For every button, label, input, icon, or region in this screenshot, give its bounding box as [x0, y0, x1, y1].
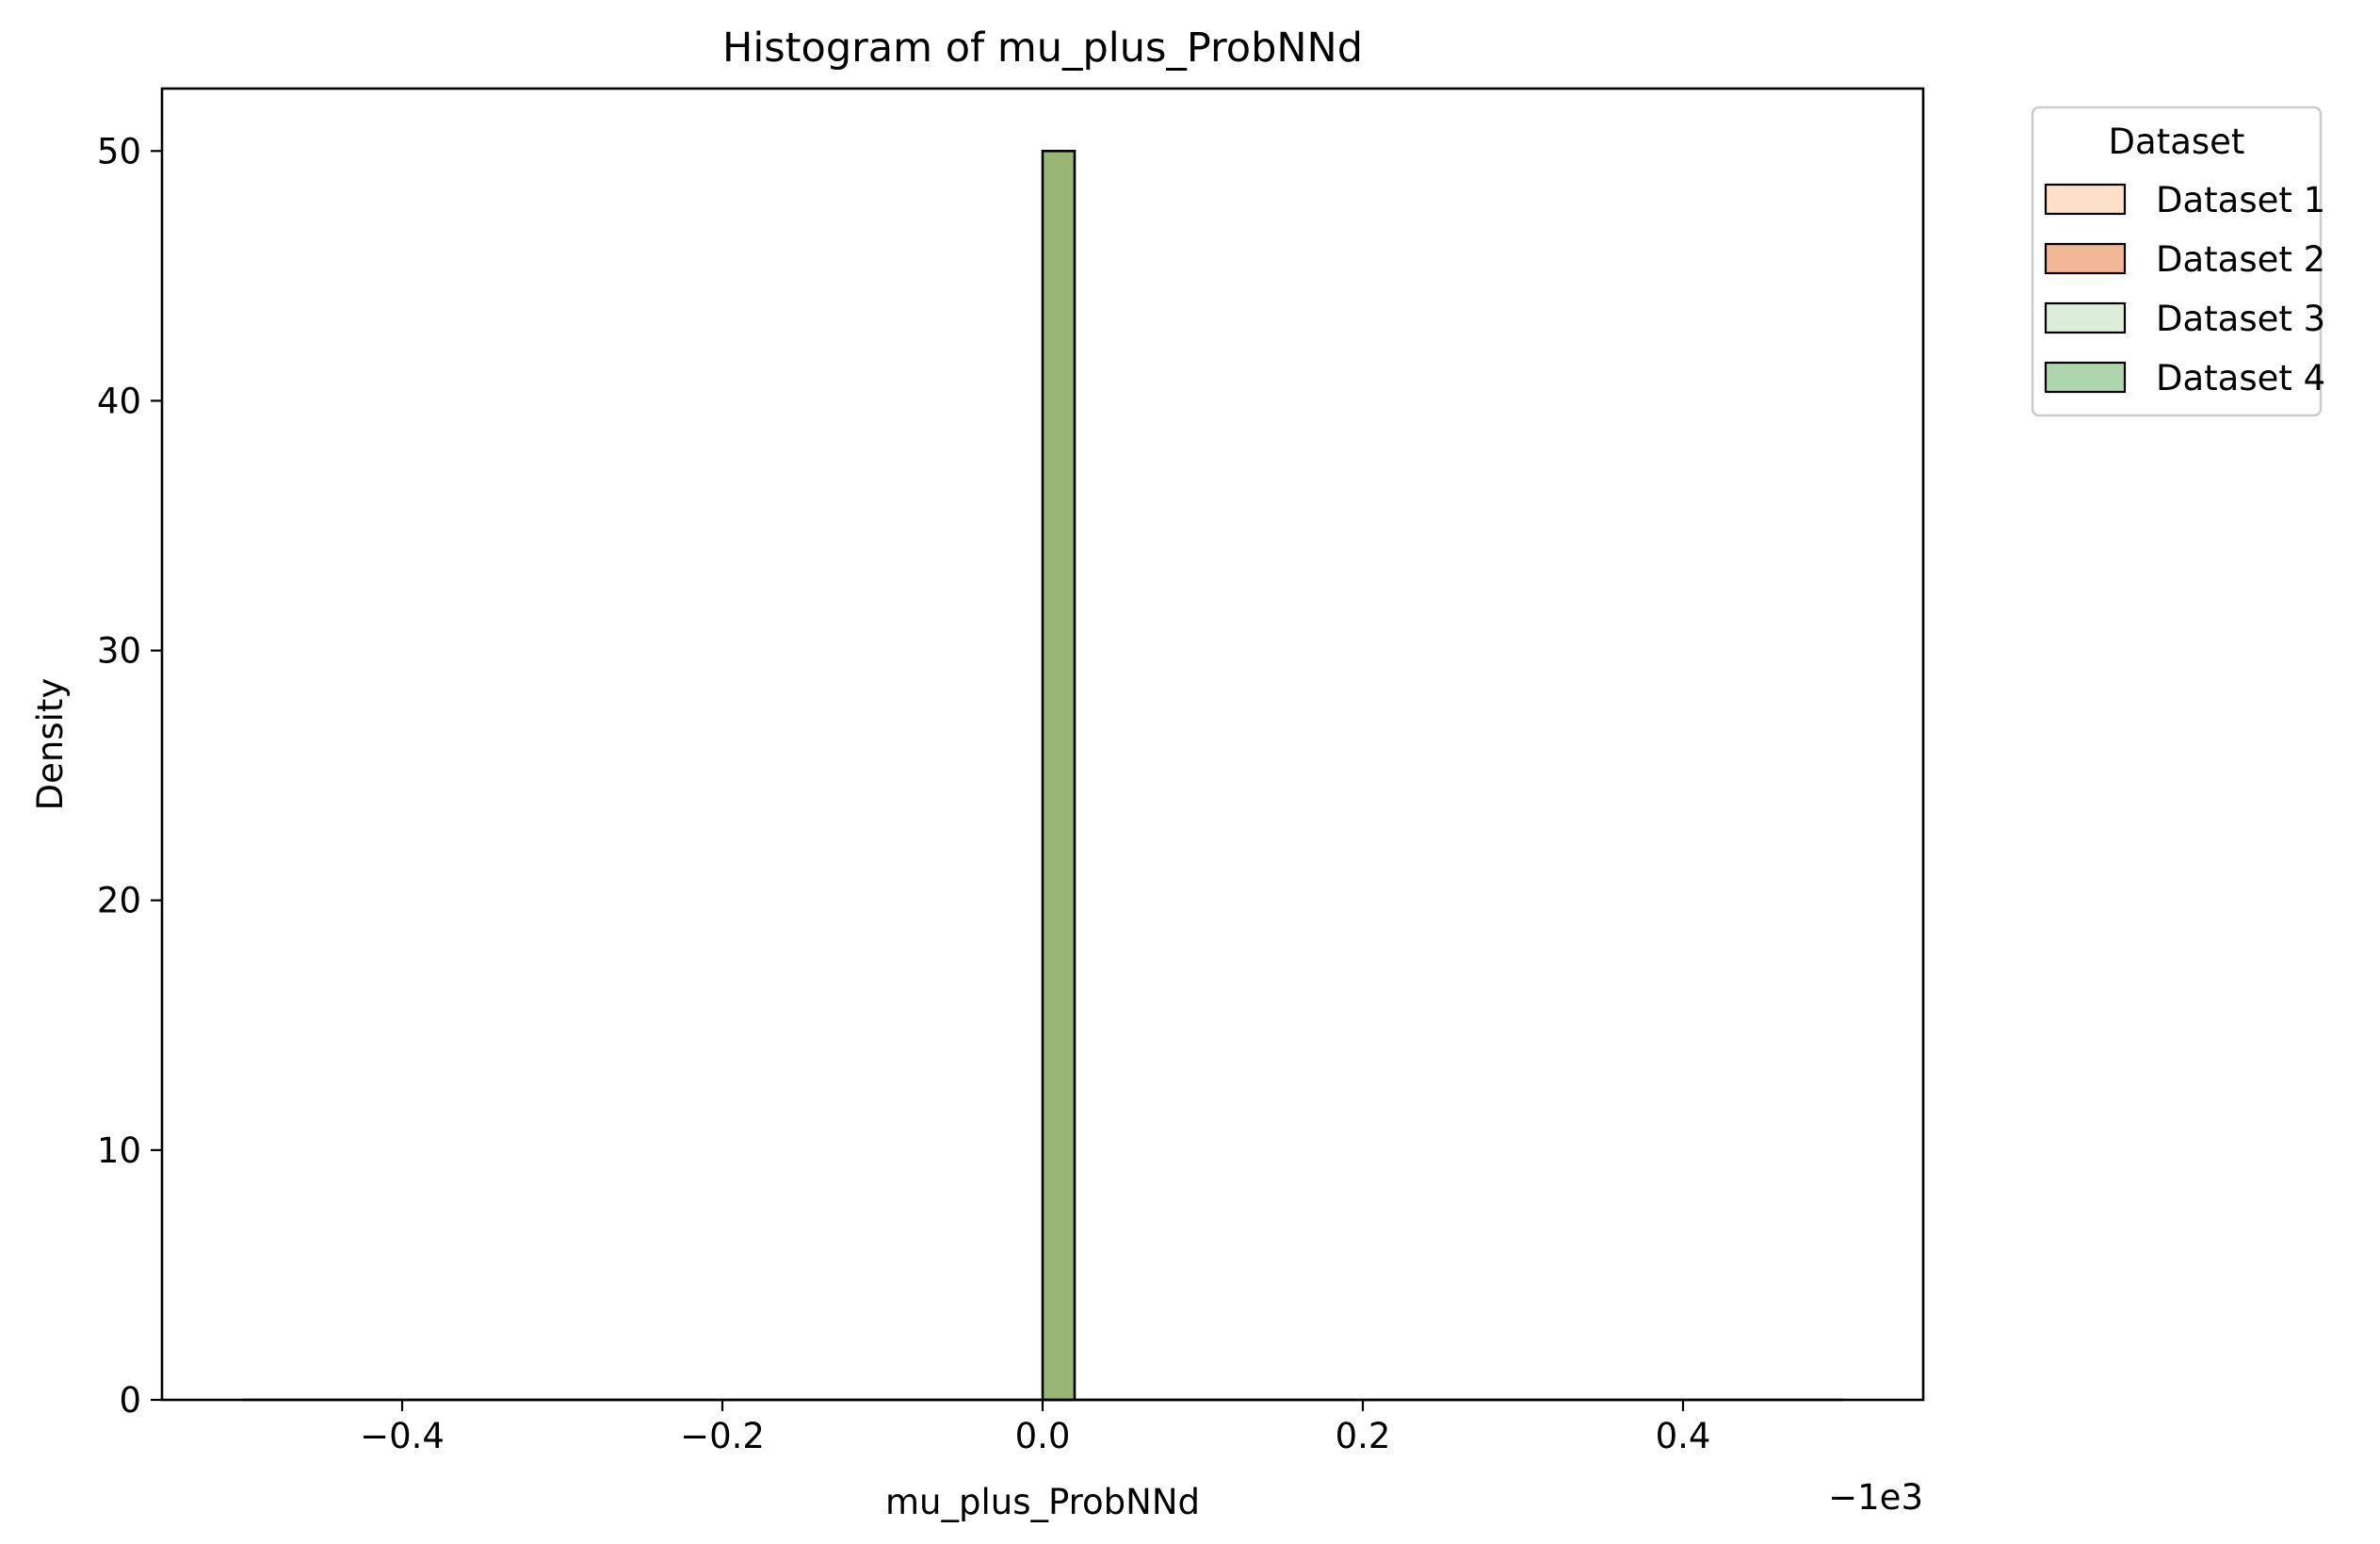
x-tick-label: 0.4: [1656, 1416, 1711, 1456]
legend-swatch-4: [2044, 361, 2127, 394]
y-axis-ticks: 0 10 20 30 40 50: [97, 131, 162, 1421]
plot-area: [242, 149, 1843, 1402]
legend-title: Dataset: [2109, 122, 2245, 162]
histogram-bar-1: [1041, 149, 1077, 1402]
legend-label-1: Dataset 1: [2156, 180, 2325, 220]
legend-swatch-1: [2044, 183, 2127, 216]
x-axis-offset-label: −1e3: [1828, 1477, 1923, 1518]
x-tick-label: −0.4: [360, 1416, 445, 1456]
legend: Dataset Dataset 1 Dataset 2 Dataset 3 Datas…: [2031, 106, 2325, 417]
legend-label-2: Dataset 2: [2156, 239, 2325, 280]
x-tick-label: 0.0: [1015, 1416, 1071, 1456]
x-tick-label: 0.2: [1336, 1416, 1391, 1456]
y-tick-label: 0: [119, 1380, 141, 1421]
y-tick-label: 40: [97, 381, 141, 421]
legend-label-4: Dataset 4: [2156, 358, 2325, 398]
x-tick-label: −0.2: [680, 1416, 765, 1456]
legend-swatch-2: [2044, 242, 2127, 275]
x-axis-label: mu_plus_ProbNNd: [885, 1482, 1200, 1522]
x-axis-ticks: −0.4 −0.2 0.0 0.2 0.4: [360, 1400, 1710, 1456]
y-tick-label: 30: [97, 631, 141, 672]
y-tick-label: 10: [97, 1130, 141, 1171]
chart-title: Histogram of mu_plus_ProbNNd: [722, 24, 1363, 72]
y-tick-label: 50: [97, 131, 141, 171]
legend-label-3: Dataset 3: [2156, 299, 2325, 339]
y-axis-label: Density: [30, 678, 71, 811]
legend-swatch-3: [2044, 301, 2127, 334]
y-tick-label: 20: [97, 881, 141, 921]
